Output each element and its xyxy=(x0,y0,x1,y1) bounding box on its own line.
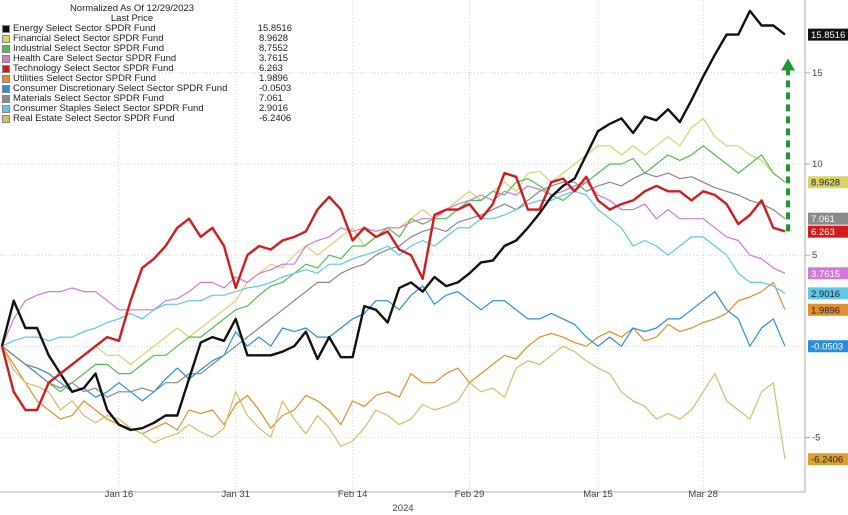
end-tag-box xyxy=(808,303,848,316)
series-lines xyxy=(0,9,786,460)
y-tick-label: 5 xyxy=(812,250,817,261)
legend-series-name: Health Care Select Sector SPDR Fund xyxy=(13,54,177,64)
end-tag: 1.9896 xyxy=(808,303,848,316)
end-value-tags: 15.8516 8.9628 7.061 6.263 3.7615 2.9016 1.989… xyxy=(808,28,848,466)
y-axis-ticks: 15 10 5 -5 xyxy=(805,68,823,443)
legend-swatch xyxy=(2,85,10,93)
legend-last-price: 2.9016 xyxy=(259,103,289,114)
end-tag-value: 7.061 xyxy=(811,214,835,225)
legend: Normalized As Of 12/29/2023 Last Price E… xyxy=(2,4,292,124)
series-line-3 xyxy=(1,181,786,347)
end-tag-value: 6.263 xyxy=(811,227,835,238)
legend-item: Utilities Select Sector SPDR Fund 1.9896 xyxy=(2,74,292,84)
legend-swatch xyxy=(2,65,10,73)
legend-series-name: Materials Select Sector SPDR Fund xyxy=(13,94,165,104)
legend-series-name: Utilities Select Sector SPDR Fund xyxy=(13,74,157,84)
end-tag: 7.061 xyxy=(808,212,848,225)
end-tag-box xyxy=(808,287,848,300)
series-line-2 xyxy=(1,145,786,393)
legend-series-name: Consumer Discretionary Select Sector SPD… xyxy=(13,84,228,94)
up-arrow-head xyxy=(781,58,795,71)
end-tag: -6.2406 xyxy=(808,453,848,466)
legend-last-price: 8.7552 xyxy=(259,43,289,54)
end-tag-box xyxy=(808,267,848,280)
legend-series-name: Consumer Staples Select Sector SPDR Fund xyxy=(13,104,204,114)
legend-swatch xyxy=(2,75,10,83)
end-tag-value: 15.8516 xyxy=(811,30,845,41)
legend-series-name: Real Estate Select Sector SPDR Fund xyxy=(13,114,175,124)
x-tick-label: Mar 28 xyxy=(688,489,718,500)
legend-item: Industrial Select Sector SPDR Fund 8.7552 xyxy=(2,44,292,54)
legend-item: Financial Select Sector SPDR Fund 8.9628 xyxy=(2,34,292,44)
legend-series-name: Industrial Select Sector SPDR Fund xyxy=(13,44,165,54)
x-tick-label: Mar 15 xyxy=(583,489,613,500)
x-axis-ticks: Jan 16 Jan 31 Feb 14 Feb 29 Mar 15 Mar 28 2024 xyxy=(0,489,805,514)
end-tag-value: 8.9628 xyxy=(811,178,840,189)
legend-last-price: 6.263 xyxy=(259,63,283,74)
end-tag-box xyxy=(808,176,848,189)
legend-rows: Energy Select Sector SPDR Fund 15.8516 Fin… xyxy=(2,24,292,124)
y-tick-label: 10 xyxy=(812,159,823,170)
end-tag: 8.9628 xyxy=(808,176,848,189)
legend-swatch xyxy=(2,105,10,113)
legend-item: Energy Select Sector SPDR Fund 15.8516 xyxy=(2,24,292,34)
legend-swatch xyxy=(2,35,10,43)
y-tick-label: 15 xyxy=(812,68,823,79)
chart-title: Normalized As Of 12/29/2023 xyxy=(69,3,195,14)
legend-item: Health Care Select Sector SPDR Fund 3.761… xyxy=(2,54,292,64)
series-line-7 xyxy=(1,172,786,398)
legend-swatch xyxy=(2,95,10,103)
legend-header: Last Price xyxy=(110,13,154,24)
x-axis-year: 2024 xyxy=(392,503,413,514)
series-line-0 xyxy=(0,9,786,432)
legend-swatch xyxy=(2,115,10,123)
annotation-layer xyxy=(781,58,795,232)
legend-last-price: 3.7615 xyxy=(259,53,289,64)
x-tick-label: Jan 16 xyxy=(105,489,134,500)
legend-last-price: -6.2406 xyxy=(259,113,292,124)
series-line-4 xyxy=(0,171,786,412)
legend-series-name: Technology Select Sector SPDR Fund xyxy=(13,64,174,74)
legend-series-name: Energy Select Sector SPDR Fund xyxy=(12,24,156,34)
legend-swatch xyxy=(2,45,10,53)
legend-swatch xyxy=(2,25,10,33)
end-tag-box xyxy=(808,212,848,225)
legend-last-price: 15.8516 xyxy=(257,23,292,34)
legend-item: Consumer Discretionary Select Sector SPD… xyxy=(2,84,292,94)
end-tag: 6.263 xyxy=(808,225,848,238)
legend-swatch xyxy=(2,55,10,63)
end-tag-value: 2.9016 xyxy=(811,289,840,300)
series-line-8 xyxy=(1,190,786,347)
end-tag-box xyxy=(808,453,848,466)
series-line-9 xyxy=(1,345,786,460)
end-tag: 2.9016 xyxy=(808,287,848,300)
end-tag-value: -0.0503 xyxy=(811,342,843,353)
end-tag: 3.7615 xyxy=(808,267,848,280)
legend-last-price: 7.061 xyxy=(259,93,283,104)
end-tag-value: 1.9896 xyxy=(811,305,840,316)
end-tag-box xyxy=(808,340,848,353)
legend-last-price: -0.0503 xyxy=(259,83,292,94)
legend-item: Real Estate Select Sector SPDR Fund -6.24… xyxy=(2,114,292,124)
legend-last-price: 8.9628 xyxy=(259,33,289,44)
legend-item: Consumer Staples Select Sector SPDR Fund… xyxy=(2,104,292,114)
x-tick-label: Jan 31 xyxy=(221,489,250,500)
end-tag-value: -6.2406 xyxy=(811,455,843,466)
end-tag-box xyxy=(808,225,848,238)
legend-last-price: 1.9896 xyxy=(259,73,289,84)
y-tick-label: -5 xyxy=(812,432,820,443)
legend-item: Technology Select Sector SPDR Fund 6.263 xyxy=(2,64,292,74)
end-tag: -0.0503 xyxy=(808,340,848,353)
end-tag-box xyxy=(808,28,848,41)
x-tick-label: Feb 29 xyxy=(455,489,485,500)
x-tick-label: Feb 14 xyxy=(338,489,368,500)
end-tag: 15.8516 xyxy=(808,28,848,41)
end-tag-value: 3.7615 xyxy=(811,269,840,280)
legend-series-name: Financial Select Sector SPDR Fund xyxy=(13,34,164,44)
legend-item: Materials Select Sector SPDR Fund 7.061 xyxy=(2,94,292,104)
